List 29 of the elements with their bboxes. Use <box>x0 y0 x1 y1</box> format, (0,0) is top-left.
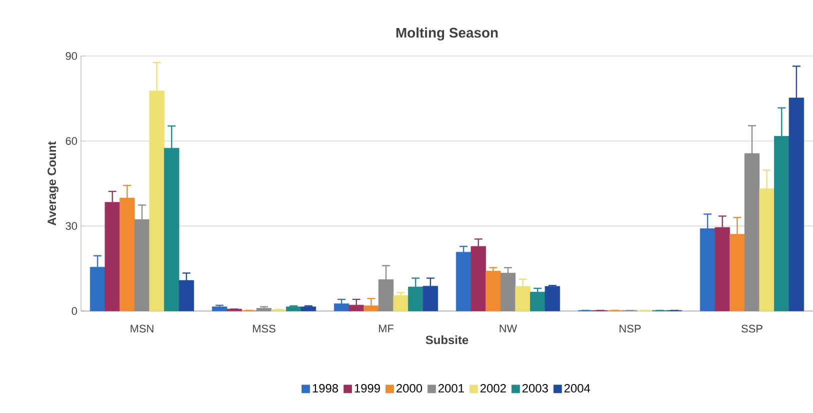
x-axis-title: Subsite <box>426 335 468 344</box>
bar <box>393 295 408 312</box>
x-tick-label: NW <box>500 324 518 332</box>
bar <box>544 286 560 312</box>
y-axis-title: Average Count <box>48 141 58 226</box>
y-tick-label: 0 <box>72 307 78 315</box>
legend-label: 2000 <box>396 384 422 392</box>
x-tick-label: MSS <box>253 324 276 333</box>
x-tick-label: MSN <box>130 324 154 333</box>
x-tick-label: NSP <box>620 324 641 333</box>
legend-label: 1999 <box>354 384 380 392</box>
legend-label: 2004 <box>564 384 590 392</box>
y-tick-label: 30 <box>66 222 78 230</box>
bar <box>300 306 316 312</box>
bar <box>286 306 302 312</box>
bar <box>530 292 546 312</box>
y-tick-label: 60 <box>66 137 78 145</box>
bar <box>212 306 228 312</box>
y-tick-label: 90 <box>66 52 78 60</box>
legend-label: 2001 <box>438 384 464 392</box>
x-tick-label: MF <box>378 324 394 332</box>
chart-title: Molting Season <box>396 27 498 40</box>
bar <box>334 303 350 312</box>
bar <box>256 308 272 312</box>
bar <box>486 270 501 312</box>
x-tick-label: SSP <box>742 324 762 333</box>
legend-label: 2002 <box>480 384 506 392</box>
legend-label: 1998 <box>312 384 338 392</box>
legend-label: 2003 <box>522 384 548 392</box>
